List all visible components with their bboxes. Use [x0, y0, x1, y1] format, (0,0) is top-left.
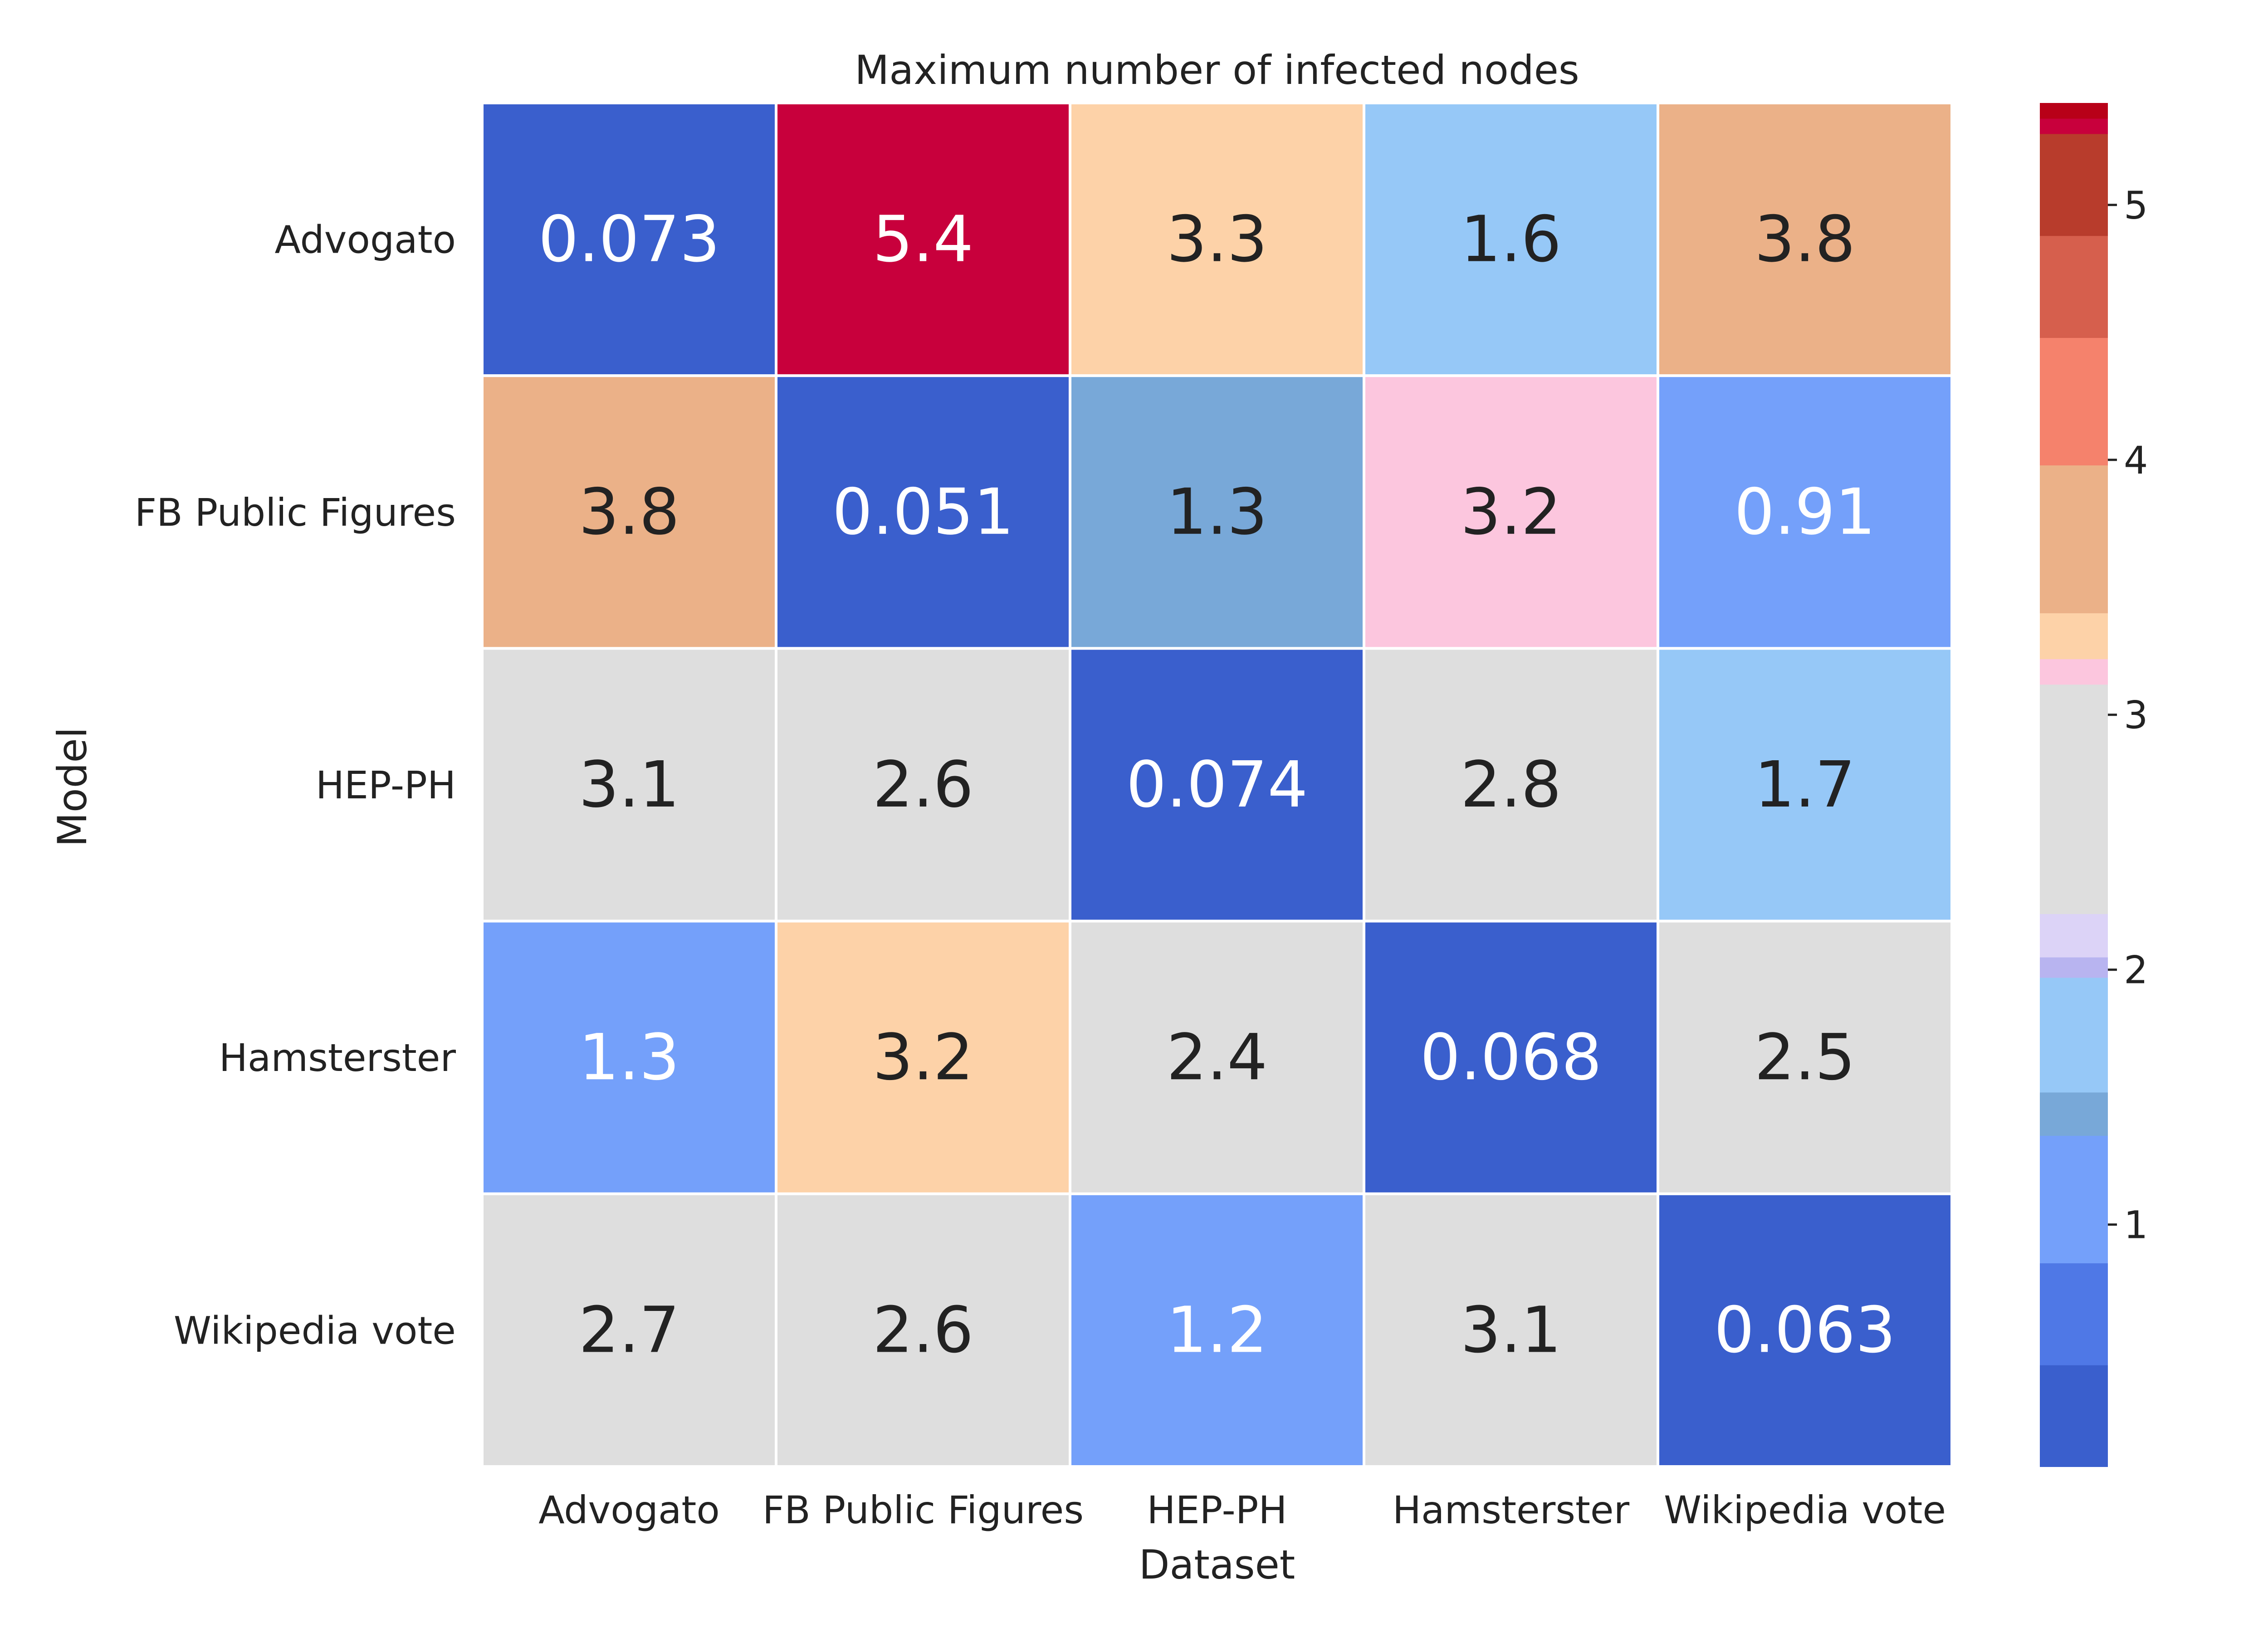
colorbar-segment [2040, 235, 2108, 338]
cell-value-label: 2.7 [579, 1293, 680, 1367]
cell-value-label: 3.2 [1461, 475, 1562, 549]
heatmap-cell [775, 102, 1071, 377]
colorbar-segment [2040, 612, 2108, 660]
heatmap-cell [1069, 374, 1365, 650]
heatmap-cell [1363, 647, 1659, 923]
x-tick-label: HEP-PH [1147, 1488, 1287, 1532]
colorbar-segment [2040, 957, 2108, 978]
colorbar: 1 2 3 4 5 [2040, 103, 2148, 1467]
y-tick-label: Advogato [274, 218, 456, 262]
cell-value-label: 0.063 [1714, 1293, 1896, 1367]
x-tick-label: FB Public Figures [763, 1488, 1084, 1532]
y-tick-label: Hamsterster [219, 1036, 456, 1080]
cell-value-label: 2.6 [873, 1293, 974, 1367]
heatmap-cell [1363, 102, 1659, 377]
cell-value-label: 0.91 [1734, 475, 1876, 549]
colorbar-segment [2040, 103, 2108, 119]
heatmap-cell [1363, 919, 1659, 1195]
colorbar-segment [2040, 118, 2108, 134]
heatmap-cell [481, 1192, 777, 1468]
y-tick-label: Wikipedia vote [174, 1308, 456, 1353]
colorbar-tick-label: 5 [2124, 183, 2148, 228]
y-tick-label: HEP-PH [316, 763, 456, 807]
heatmap-cell [1069, 102, 1365, 377]
colorbar-segment [2040, 1135, 2108, 1263]
cell-value-label: 3.8 [1755, 203, 1856, 277]
cell-value-label: 0.074 [1126, 748, 1308, 822]
colorbar-segment [2040, 337, 2108, 466]
colorbar-segment [2040, 684, 2108, 914]
heatmap-cell [481, 102, 777, 377]
colorbar-segment [2040, 133, 2108, 236]
x-axis-label: Dataset [1139, 1541, 1295, 1588]
cell-value-label: 0.073 [538, 203, 720, 277]
heatmap-cells: 0.073 5.4 3.3 1.6 3.8 3.8 0.051 1.3 3.2 0.91 3.1 2.… [481, 102, 1953, 1468]
y-tick-label: FB Public Figures [135, 490, 456, 535]
y-tick-labels: Advogato FB Public Figures HEP-PH Hamsterst… [135, 218, 456, 1353]
colorbar-segment [2040, 465, 2108, 613]
cell-value-label: 1.7 [1755, 748, 1856, 822]
cell-value-label: 2.8 [1461, 748, 1562, 822]
heatmap-cell [481, 919, 777, 1195]
cell-value-label: 1.3 [1167, 475, 1268, 549]
heatmap-cell [1657, 374, 1953, 650]
x-tick-label: Wikipedia vote [1664, 1488, 1946, 1532]
colorbar-tick-label: 4 [2124, 438, 2148, 483]
heatmap-cell [1657, 1192, 1953, 1468]
cell-value-label: 0.068 [1420, 1021, 1602, 1095]
cell-value-label: 2.5 [1755, 1021, 1856, 1095]
cell-value-label: 1.6 [1461, 203, 1562, 277]
cell-value-label: 3.1 [579, 748, 680, 822]
heatmap-cell [1069, 647, 1365, 923]
cell-value-label: 3.1 [1461, 1293, 1562, 1367]
heatmap-cell [481, 374, 777, 650]
heatmap-cell [1657, 919, 1953, 1195]
x-tick-labels: Advogato FB Public Figures HEP-PH Hamsterst… [538, 1488, 1946, 1532]
y-axis-label: Model [49, 727, 96, 847]
cell-value-label: 1.2 [1167, 1293, 1268, 1367]
heatmap-cell [1657, 102, 1953, 377]
cell-value-label: 3.3 [1167, 203, 1268, 277]
cell-value-label: 0.051 [832, 475, 1014, 549]
colorbar-segment [2040, 977, 2108, 1093]
cell-value-label: 5.4 [873, 203, 974, 277]
cell-value-label: 2.6 [873, 748, 974, 822]
colorbar-tick-label: 1 [2124, 1203, 2148, 1247]
colorbar-segment [2040, 659, 2108, 685]
x-tick-label: Advogato [538, 1488, 720, 1532]
cell-value-label: 1.3 [579, 1021, 680, 1095]
heatmap-cell [775, 1192, 1071, 1468]
heatmap-cell [1657, 647, 1953, 923]
cell-value-label: 3.8 [579, 475, 680, 549]
heatmap-cell [775, 919, 1071, 1195]
x-tick-label: Hamsterster [1393, 1488, 1630, 1532]
colorbar-segment [2040, 1364, 2108, 1467]
colorbar-segment [2040, 1262, 2108, 1365]
cell-value-label: 2.4 [1167, 1021, 1268, 1095]
colorbar-tick-label: 3 [2124, 693, 2148, 738]
colorbar-segment [2040, 1092, 2108, 1136]
colorbar-segment [2040, 914, 2108, 958]
colorbar-tick-label: 2 [2124, 948, 2148, 993]
cell-value-label: 3.2 [873, 1021, 974, 1095]
heatmap-cell [1069, 1192, 1365, 1468]
chart-title: Maximum number of infected nodes [855, 47, 1579, 93]
heatmap-cell [775, 647, 1071, 923]
heatmap-cell [1069, 919, 1365, 1195]
